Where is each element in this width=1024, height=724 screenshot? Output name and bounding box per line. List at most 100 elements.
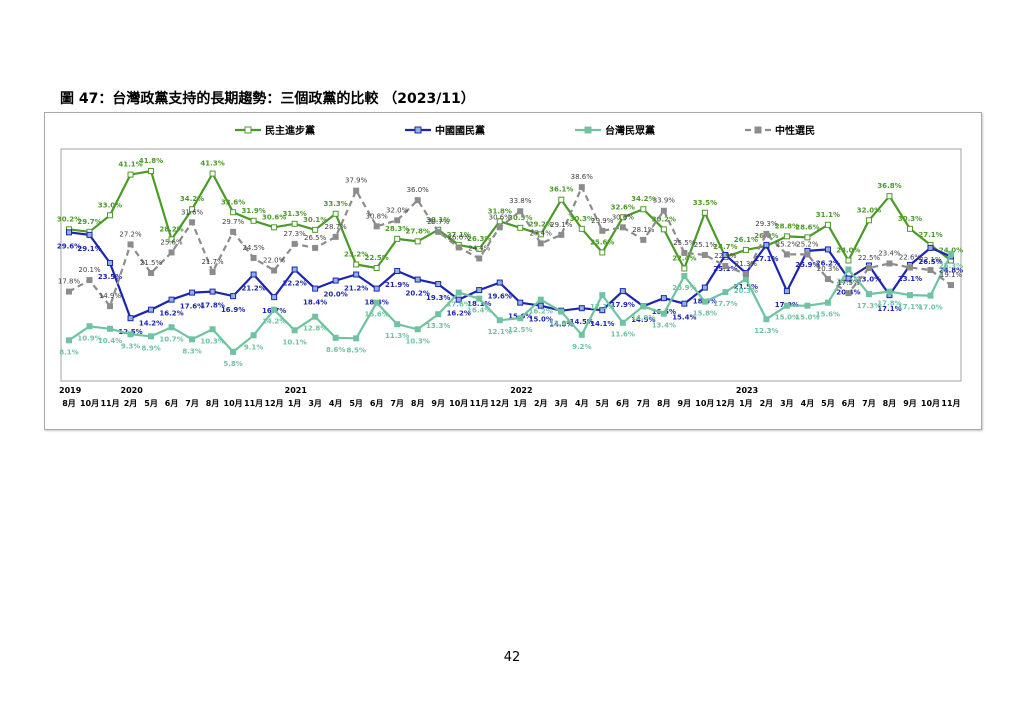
point-1-17: [414, 276, 421, 283]
point-2-35: [783, 302, 790, 309]
data-label-0-39: 32.0%: [857, 206, 881, 214]
data-label-0-21: 31.8%: [488, 207, 512, 215]
x-tick-label-35: 3月: [780, 399, 794, 408]
data-label-2-17: 10.3%: [406, 337, 430, 345]
point-2-39: [865, 291, 872, 298]
x-tick-label-8: 10月: [224, 399, 243, 408]
data-label-2-35: 15.0%: [775, 314, 799, 322]
data-label-2-36: 15.0%: [795, 314, 819, 322]
point-1-31: [701, 284, 708, 291]
point-2-43: [948, 250, 954, 257]
point-1-10: [271, 294, 278, 301]
data-label-0-12: 30.1%: [303, 216, 327, 224]
point-0-24: [558, 196, 565, 203]
point-2-23: [537, 296, 544, 303]
point-3-24: [558, 231, 565, 238]
data-label-2-9: 9.1%: [244, 343, 263, 351]
point-0-10: [271, 224, 278, 231]
point-2-15: [373, 299, 380, 306]
data-label-3-5: 25.6%: [160, 238, 183, 246]
point-1-6: [189, 289, 196, 296]
data-label-3-19: 26.6%: [448, 233, 471, 241]
data-label-0-18: 30.1%: [426, 216, 450, 224]
data-label-3-41: 22.6%: [899, 253, 922, 261]
point-2-34: [763, 316, 770, 323]
point-3-28: [640, 236, 647, 243]
legend-marker-2: [584, 126, 592, 134]
x-tick-label-43: 11月: [941, 399, 960, 408]
x-tick-label-3: 2月: [124, 399, 138, 408]
point-3-10: [271, 267, 278, 274]
point-0-4: [148, 168, 155, 175]
point-1-21: [496, 279, 503, 286]
point-0-27: [619, 214, 626, 221]
data-label-1-33: 21.5%: [734, 283, 758, 291]
point-0-23: [537, 231, 544, 238]
point-1-1: [86, 231, 93, 238]
point-1-9: [250, 271, 257, 278]
legend-marker-1: [414, 126, 422, 134]
data-label-2-37: 15.6%: [816, 311, 840, 319]
point-1-35: [783, 288, 790, 295]
point-3-1: [86, 277, 93, 284]
data-label-3-14: 37.9%: [345, 177, 368, 185]
point-3-27: [619, 224, 626, 231]
x-tick-label-33: 1月: [739, 399, 753, 408]
point-0-13: [332, 210, 339, 217]
point-0-33: [742, 246, 749, 253]
data-label-3-30: 25.5%: [673, 239, 696, 247]
point-2-12: [312, 313, 319, 320]
data-label-3-34: 29.3%: [755, 220, 778, 228]
data-label-3-1: 20.1%: [78, 266, 101, 274]
data-label-0-14: 23.2%: [344, 250, 368, 258]
x-tick-label-21: 12月: [490, 399, 509, 408]
point-1-8: [230, 293, 237, 300]
point-3-31: [701, 251, 708, 258]
data-label-0-27: 32.6%: [611, 203, 635, 211]
point-2-6: [189, 336, 196, 343]
data-label-0-16: 28.3%: [385, 225, 409, 233]
data-label-1-17: 20.2%: [406, 290, 430, 298]
point-3-36: [804, 251, 811, 258]
point-1-20: [476, 287, 483, 294]
data-label-2-29: 13.4%: [652, 322, 676, 330]
data-label-1-9: 21.2%: [241, 285, 265, 293]
data-label-0-17: 27.8%: [406, 227, 430, 235]
point-0-11: [291, 220, 298, 227]
point-3-39: [865, 265, 872, 271]
data-label-3-40: 23.4%: [878, 249, 901, 257]
point-3-13: [332, 233, 339, 240]
data-label-0-41: 30.3%: [898, 215, 922, 223]
point-0-36: [804, 234, 811, 241]
point-3-40: [886, 260, 893, 267]
x-tick-label-39: 7月: [862, 399, 876, 408]
point-0-7: [209, 170, 216, 177]
point-1-23: [537, 302, 544, 309]
data-label-3-22: 33.8%: [509, 197, 532, 205]
data-label-0-33: 26.1%: [734, 236, 758, 244]
point-1-16: [394, 268, 401, 275]
point-1-22: [517, 299, 524, 306]
chart-frame: 民主進步黨 中國國民黨 台灣民眾黨 中性選民 30.2% 29.7% 33.0% 41.1% 4…: [44, 112, 982, 430]
x-tick-label-1: 10月: [80, 399, 99, 408]
data-label-3-8: 29.7%: [222, 218, 245, 226]
point-1-18: [435, 281, 442, 288]
point-2-21: [496, 317, 503, 324]
data-label-1-28: 14.9%: [631, 316, 655, 324]
x-tick-label-42: 10月: [921, 399, 940, 408]
point-2-24: [558, 308, 565, 315]
data-label-2-26: 17.1%: [590, 303, 614, 311]
legend-label-3: 中性選民: [775, 124, 815, 137]
point-3-2: [107, 303, 114, 310]
point-0-14: [353, 261, 360, 268]
point-0-39: [865, 217, 872, 224]
x-tick-label-6: 7月: [185, 399, 199, 408]
x-tick-label-9: 11月: [244, 399, 263, 408]
data-label-3-32: 22.9%: [714, 252, 737, 260]
data-label-2-38: 22.2%: [836, 278, 860, 286]
point-2-5: [168, 324, 175, 331]
data-label-3-35: 25.2%: [776, 240, 799, 248]
data-label-2-30: 20.9%: [672, 284, 696, 292]
point-2-36: [804, 302, 811, 309]
data-label-0-11: 31.3%: [282, 210, 306, 218]
